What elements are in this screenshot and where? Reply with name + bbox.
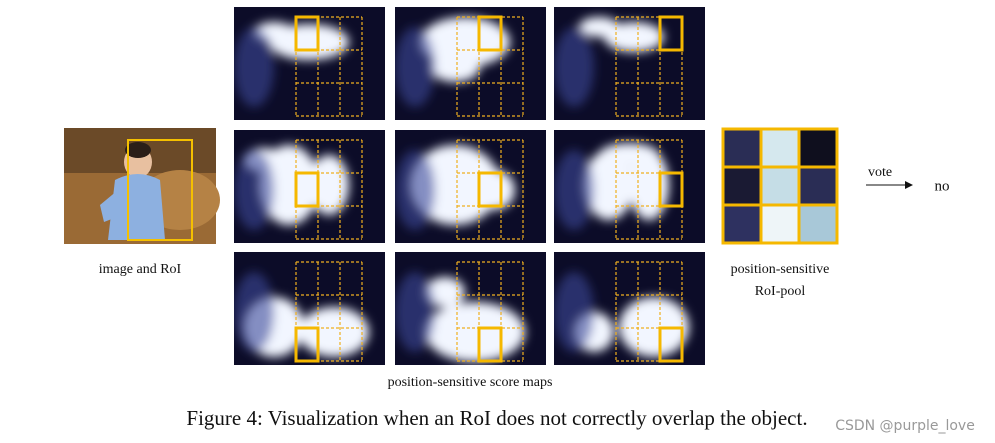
pooled-grid — [721, 127, 839, 245]
watermark: CSDN @purple_love — [835, 418, 975, 434]
pool-label: RoI-pool — [755, 284, 806, 299]
vote-label: vote — [868, 165, 892, 180]
score-map — [395, 7, 546, 120]
roi-bin — [294, 171, 320, 208]
score-map — [554, 130, 705, 243]
score-maps — [234, 7, 705, 365]
caption: Figure 4: Visualization when an RoI does… — [186, 406, 807, 430]
blob — [425, 302, 525, 362]
halo — [554, 272, 594, 352]
roi-bin — [294, 326, 320, 363]
roi-bin — [658, 326, 684, 363]
score-map — [554, 7, 705, 120]
pool-label: position-sensitive — [731, 262, 830, 277]
halo — [395, 272, 435, 352]
score-map — [395, 130, 546, 243]
blob — [299, 307, 369, 357]
blob — [579, 17, 619, 37]
roi-bin — [477, 171, 503, 208]
blob — [604, 22, 664, 52]
halo — [234, 27, 274, 107]
input-image — [64, 128, 220, 244]
blob — [475, 170, 515, 210]
roi-bin — [658, 171, 684, 208]
result: no — [935, 178, 950, 194]
blob — [430, 52, 480, 82]
roi-bin — [477, 15, 503, 52]
roi-bin — [658, 15, 684, 52]
blobs — [554, 17, 664, 107]
score-map — [234, 7, 385, 120]
score-maps-label: position-sensitive score maps — [388, 375, 553, 390]
blob — [599, 143, 659, 167]
halo — [554, 27, 594, 107]
roi-bin — [477, 326, 503, 363]
halo — [554, 150, 594, 230]
roi-bin — [294, 15, 320, 52]
blob — [425, 277, 465, 307]
blobs — [234, 22, 349, 107]
blobs — [234, 272, 369, 357]
blobs — [554, 143, 669, 230]
halo — [395, 150, 435, 230]
score-map — [234, 252, 385, 365]
score-map — [234, 130, 385, 243]
blobs — [554, 272, 689, 357]
score-map — [395, 252, 546, 365]
halo — [234, 272, 274, 352]
score-map — [554, 252, 705, 365]
blobs — [395, 17, 510, 107]
blob — [584, 150, 634, 220]
image-label: image and RoI — [99, 262, 182, 277]
halo — [395, 27, 435, 107]
halo — [234, 150, 274, 230]
blob — [619, 297, 689, 357]
